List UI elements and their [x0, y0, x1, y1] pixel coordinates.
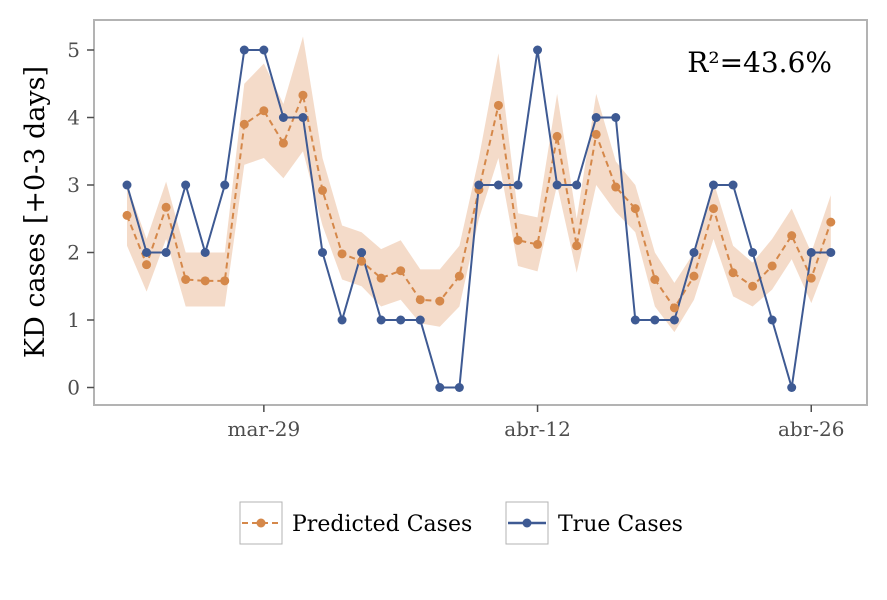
y-tick-label: 2 — [67, 241, 80, 265]
predicted-cases-point — [454, 271, 464, 281]
predicted-cases-point — [806, 273, 816, 283]
predicted-cases-point — [572, 241, 582, 251]
true-cases-point — [396, 315, 406, 325]
predicted-cases-point — [357, 256, 367, 266]
predicted-cases-point — [669, 303, 679, 313]
predicted-cases-point — [298, 90, 308, 100]
predicted-cases-point — [767, 261, 777, 271]
y-tick-label: 3 — [67, 173, 80, 197]
y-tick-label: 5 — [67, 38, 80, 62]
series-layer — [122, 45, 836, 392]
true-cases-point — [200, 248, 210, 257]
true-cases-point — [767, 315, 777, 325]
predicted-cases-point — [513, 235, 523, 245]
true-cases-point — [572, 180, 582, 190]
true-cases-point — [259, 45, 269, 55]
true-cases-point — [826, 248, 836, 257]
legend: Predicted Cases True Cases — [239, 501, 683, 545]
true-cases-point — [122, 180, 132, 190]
y-axis: 0 1 2 3 4 5 — [67, 38, 94, 400]
predicted-cases-point — [689, 271, 699, 281]
true-cases-point — [376, 315, 386, 325]
predicted-cases-point — [318, 185, 327, 195]
true-cases-point — [239, 45, 249, 55]
true-cases-point — [474, 180, 484, 190]
predicted-cases-point — [278, 138, 288, 148]
true-cases-point — [806, 248, 816, 257]
true-cases-point — [278, 113, 288, 122]
predicted-cases-point — [181, 275, 191, 284]
y-tick-label: 1 — [67, 308, 80, 332]
predicted-cases-point — [650, 275, 660, 284]
true-cases-point — [611, 113, 621, 122]
predicted-cases-point — [142, 260, 152, 270]
predicted-cases-point — [161, 202, 171, 212]
true-cases-point — [513, 180, 523, 190]
true-cases-point — [142, 248, 152, 257]
plot-frame — [93, 19, 868, 406]
true-cases-point — [435, 383, 445, 392]
r-squared-annotation: R²=43.6% — [687, 46, 832, 79]
true-cases-point — [591, 113, 601, 122]
predicted-cases-point — [787, 231, 797, 241]
x-axis: mar-29 abr-12 abr-26 — [228, 405, 845, 441]
predicted-cases-point — [415, 295, 425, 305]
predicted-cases-point — [748, 281, 758, 291]
true-cases-point — [181, 180, 191, 190]
predicted-cases-point — [435, 296, 445, 306]
x-tick-label: abr-26 — [778, 417, 845, 441]
true-cases-point — [748, 248, 758, 257]
predicted-cases-point — [220, 276, 230, 286]
predicted-cases-point — [728, 268, 738, 278]
predicted-cases-point — [611, 182, 621, 192]
true-cases-point — [415, 315, 425, 325]
true-cases-point — [298, 113, 308, 122]
true-cases-point — [689, 248, 699, 257]
true-cases-point — [318, 248, 327, 257]
true-cases-point — [357, 248, 367, 257]
predicted-cases-point — [337, 249, 347, 259]
legend-label-predicted: Predicted Cases — [292, 512, 472, 537]
predicted-cases-point — [709, 204, 718, 214]
predicted-cases-point — [200, 276, 210, 286]
predicted-cases-point — [533, 239, 543, 249]
predicted-cases-point — [630, 204, 640, 214]
true-cases-point — [728, 180, 738, 190]
predicted-cases-point — [259, 106, 269, 116]
true-cases-point — [552, 180, 562, 190]
predicted-cases-point — [552, 131, 562, 141]
true-cases-point — [161, 248, 171, 257]
true-cases-point — [337, 315, 347, 325]
true-cases-point — [787, 383, 797, 392]
legend-marker-true — [522, 518, 532, 528]
predicted-cases-point — [826, 217, 836, 227]
true-cases-point — [709, 180, 718, 190]
y-tick-label: 4 — [67, 106, 80, 130]
y-tick-label: 0 — [67, 376, 80, 400]
predicted-cases-point — [122, 210, 132, 220]
predicted-cases-point — [396, 266, 406, 276]
true-cases-point — [650, 315, 660, 325]
true-cases-point — [220, 180, 230, 190]
true-cases-point — [454, 383, 464, 392]
predicted-cases-point — [239, 119, 249, 129]
x-tick-label: abr-12 — [504, 417, 571, 441]
true-cases-point — [493, 180, 503, 190]
predicted-cases-point — [376, 273, 386, 283]
y-axis-title: KD cases [+0-3 days] — [20, 66, 51, 358]
predicted-cases-point — [493, 100, 503, 110]
true-cases-point — [630, 315, 640, 325]
legend-label-true: True Cases — [558, 512, 683, 537]
true-cases-point — [533, 45, 543, 55]
predicted-cases-point — [591, 129, 601, 139]
x-tick-label: mar-29 — [228, 417, 301, 441]
true-cases-point — [669, 315, 679, 325]
legend-marker-predicted — [256, 518, 266, 528]
